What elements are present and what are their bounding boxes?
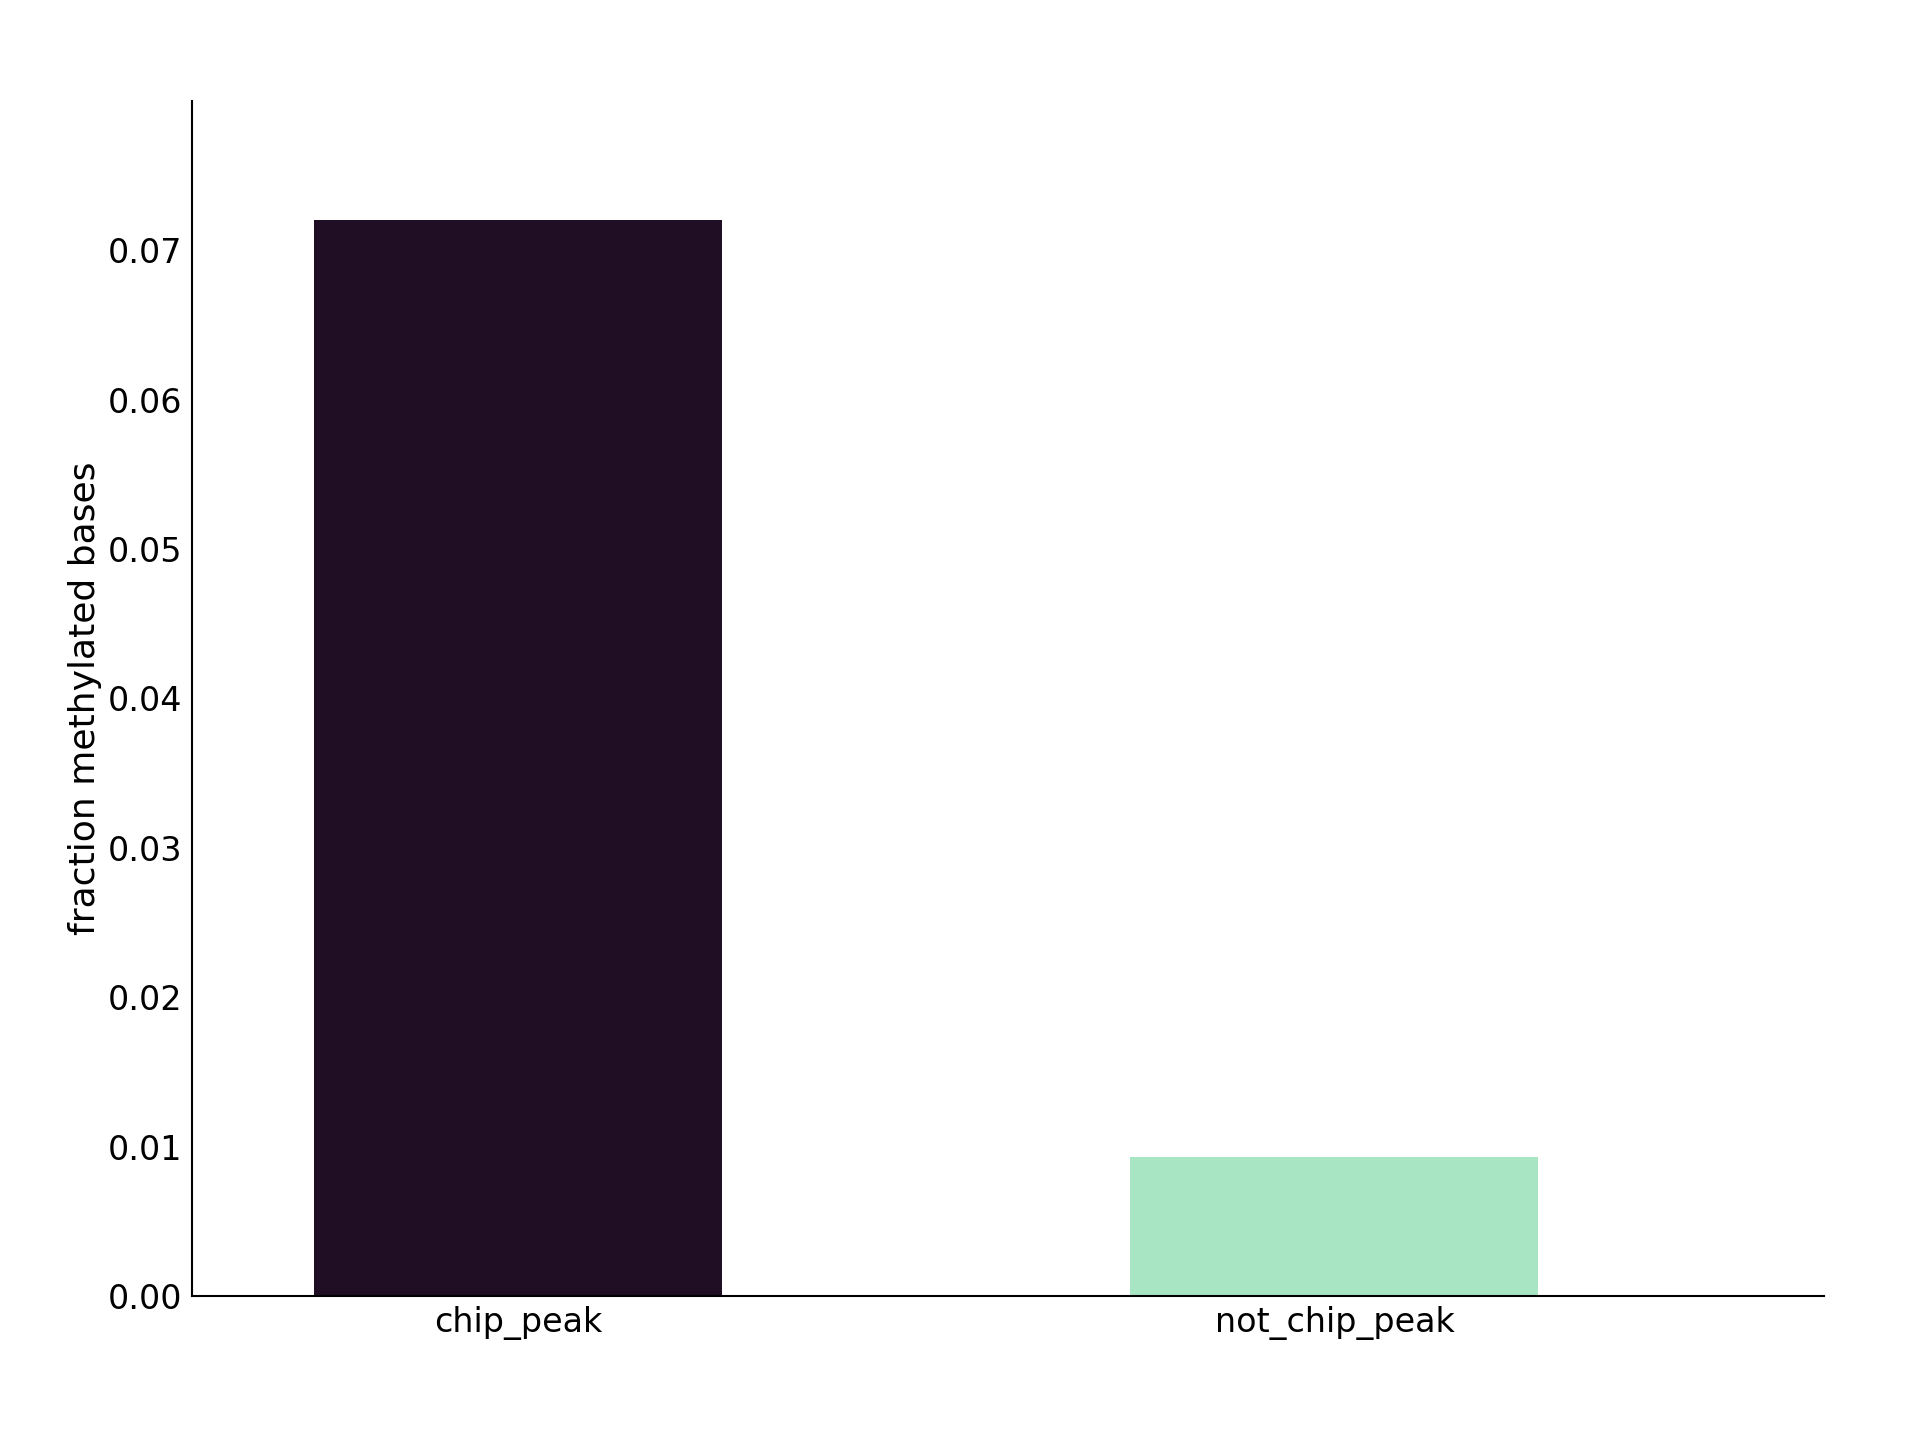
Y-axis label: fraction methylated bases: fraction methylated bases: [67, 462, 102, 935]
Bar: [315, 220, 722, 1296]
Bar: [1131, 1158, 1538, 1296]
